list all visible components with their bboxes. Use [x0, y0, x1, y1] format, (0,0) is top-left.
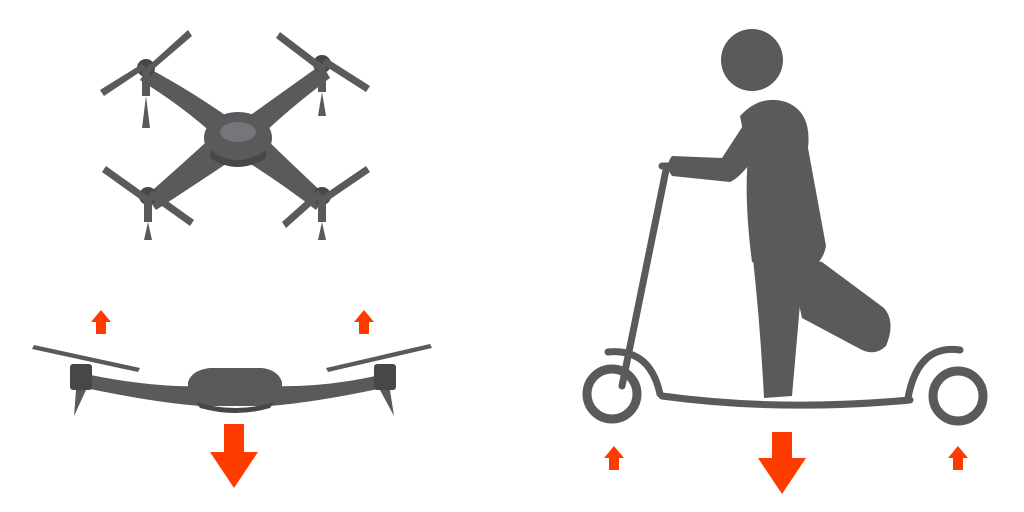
- drone-side-view-icon: [32, 344, 432, 416]
- scooter-rider-icon: [582, 29, 988, 426]
- drone-top-body-highlight: [220, 122, 256, 142]
- arrow-up-icon: [604, 446, 624, 470]
- arrow-up-icon: [354, 310, 374, 334]
- arrow-up-icon: [948, 446, 968, 470]
- drone-motor-strut: [318, 196, 326, 222]
- drone-side-propeller-left: [32, 345, 140, 372]
- drone-propeller: [276, 32, 370, 116]
- drone-side-body: [188, 368, 282, 406]
- arrow-down-icon: [758, 432, 806, 494]
- drone-side-body-shadow: [196, 402, 274, 413]
- drone-motor-strut: [142, 68, 150, 96]
- scooter-front-wheel: [582, 364, 642, 424]
- scooter-deck: [658, 392, 914, 409]
- drone-motor-strut: [144, 196, 152, 222]
- rider-back-leg: [788, 254, 891, 353]
- drone-side-leg: [74, 390, 86, 416]
- drone-propeller: [102, 166, 194, 240]
- drone-side-motor: [374, 364, 396, 390]
- rider-standing-leg: [752, 250, 804, 398]
- drone-top-body-shadow: [210, 150, 266, 167]
- drone-propeller: [282, 166, 370, 240]
- drone-top-view-icon: [100, 30, 370, 240]
- scooter-rear-fender: [904, 345, 964, 402]
- drone-side-leg: [380, 390, 394, 416]
- drone-side-motor: [70, 364, 92, 390]
- arrow-up-icon: [91, 310, 111, 334]
- scooter-rear-wheel: [928, 366, 988, 426]
- scooter-stem: [618, 166, 670, 390]
- drone-motor-strut: [318, 64, 326, 92]
- arrow-down-icon: [210, 424, 258, 488]
- scooter-front-fender: [604, 348, 664, 398]
- rider-arm: [668, 118, 766, 182]
- rider-head: [721, 29, 783, 91]
- drone-side-propeller-right: [326, 344, 432, 372]
- drone-propeller: [100, 30, 192, 128]
- scooter: [582, 162, 988, 426]
